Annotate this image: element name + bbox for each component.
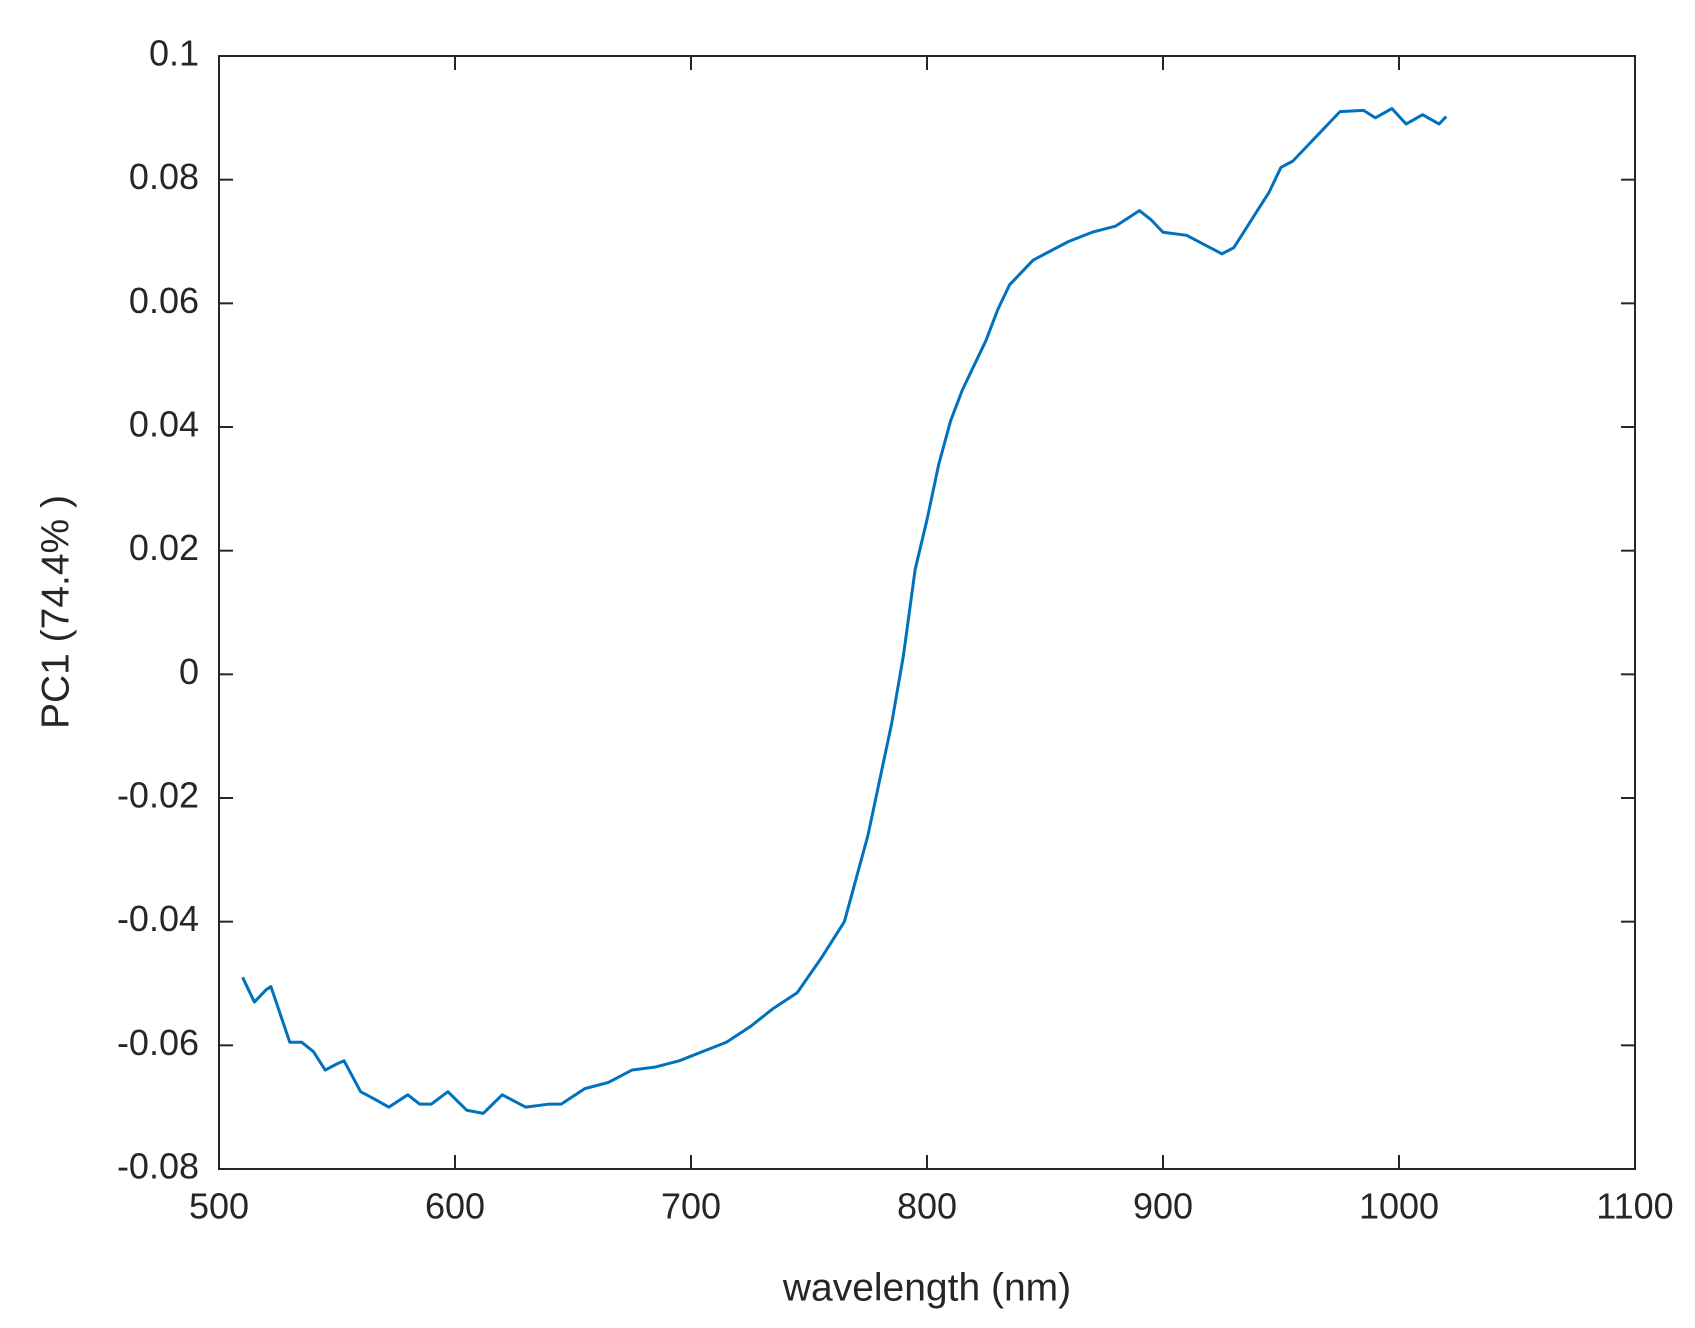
data-line <box>241 107 1448 1115</box>
y-tick-label: 0.08 <box>129 156 199 197</box>
y-tick-label: 0 <box>179 651 199 692</box>
y-tick-label: 0.04 <box>129 404 199 445</box>
y-axis-label: PC1 (74.4% ) <box>34 495 77 729</box>
y-tick-label: 0.02 <box>129 527 199 568</box>
y-tick-label: -0.08 <box>117 1146 199 1187</box>
x-tick-label: 900 <box>1133 1186 1193 1227</box>
x-tick-label: 800 <box>897 1186 957 1227</box>
x-tick-label: 500 <box>189 1186 249 1227</box>
y-tick-label: -0.04 <box>117 898 199 939</box>
x-tick-label: 700 <box>661 1186 721 1227</box>
y-tick-label: 0.1 <box>149 33 199 74</box>
y-tick-label: 0.06 <box>129 280 199 321</box>
x-axis-label: wavelength (nm) <box>782 1266 1071 1309</box>
y-tick-label: -0.02 <box>117 775 199 816</box>
x-tick-label: 1000 <box>1359 1186 1439 1227</box>
axes-box <box>218 55 1636 1170</box>
x-tick-label: 600 <box>425 1186 485 1227</box>
y-tick-label: -0.06 <box>117 1022 199 1063</box>
x-tick-label: 1100 <box>1596 1186 1673 1227</box>
